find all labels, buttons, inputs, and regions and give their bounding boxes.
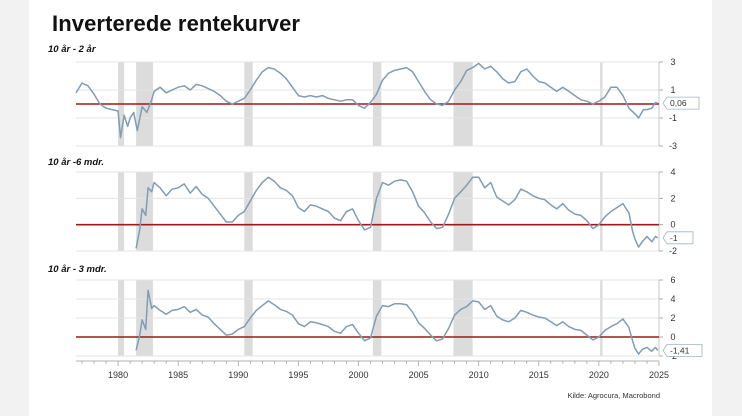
panel-2: 6420-2-1,4119801985199019952000200520102… xyxy=(76,275,703,380)
x-tick-label: 1980 xyxy=(108,370,128,380)
subtitle-10y-3m: 10 år - 3 mdr. xyxy=(48,264,107,275)
y-tick-label: 4 xyxy=(670,167,675,177)
x-tick-label: 1990 xyxy=(228,370,248,380)
x-tick-label: 2015 xyxy=(529,370,549,380)
y-tick-label: 0 xyxy=(670,332,675,342)
last-value-box xyxy=(662,343,703,357)
recession-band xyxy=(136,172,153,251)
x-tick-label: 2005 xyxy=(409,370,429,380)
x-tick-label: 2025 xyxy=(649,370,669,380)
page-title: Inverterede rentekurver xyxy=(52,11,301,36)
y-tick-label: 2 xyxy=(670,313,675,323)
y-tick-label: 2 xyxy=(670,193,675,203)
last-value-label: -1 xyxy=(670,233,678,243)
recession-band xyxy=(118,172,125,251)
series-line xyxy=(75,62,658,139)
y-tick-label: 6 xyxy=(670,275,675,285)
recession-band xyxy=(600,172,603,251)
series-line xyxy=(135,289,659,355)
y-tick-label: 0 xyxy=(670,220,675,230)
x-tick-label: 2010 xyxy=(469,370,489,380)
y-tick-label: 1 xyxy=(670,85,675,95)
y-tick-label: -3 xyxy=(669,141,677,151)
y-tick-label: -2 xyxy=(669,246,677,256)
last-value-box xyxy=(662,96,700,110)
subtitle-10y-6m: 10 år -6 mdr. xyxy=(48,157,104,168)
x-tick-label: 1995 xyxy=(288,370,308,380)
recession-band xyxy=(372,172,382,251)
last-value-box xyxy=(662,231,694,245)
x-tick-label: 2020 xyxy=(589,370,609,380)
last-value-label: 0,06 xyxy=(670,98,687,108)
recession-band xyxy=(453,172,473,251)
y-tick-label: -1 xyxy=(669,113,677,123)
x-tick-label: 2000 xyxy=(348,370,368,380)
source-note: Kilde: Agrocura, Macrobond xyxy=(567,391,660,400)
last-value-label: -1,41 xyxy=(670,345,690,355)
series-line xyxy=(135,176,659,249)
recession-band xyxy=(244,172,253,251)
panel-1: 4 2 0 -2 -1 xyxy=(76,167,694,256)
y-tick-label: 3 xyxy=(670,57,675,67)
x-tick-label: 1985 xyxy=(168,370,188,380)
subtitle-10y-2y: 10 år - 2 år xyxy=(48,44,96,55)
panel-0: 3 1 -1 -3 0,06 xyxy=(75,57,700,151)
y-tick-label: 4 xyxy=(670,294,675,304)
